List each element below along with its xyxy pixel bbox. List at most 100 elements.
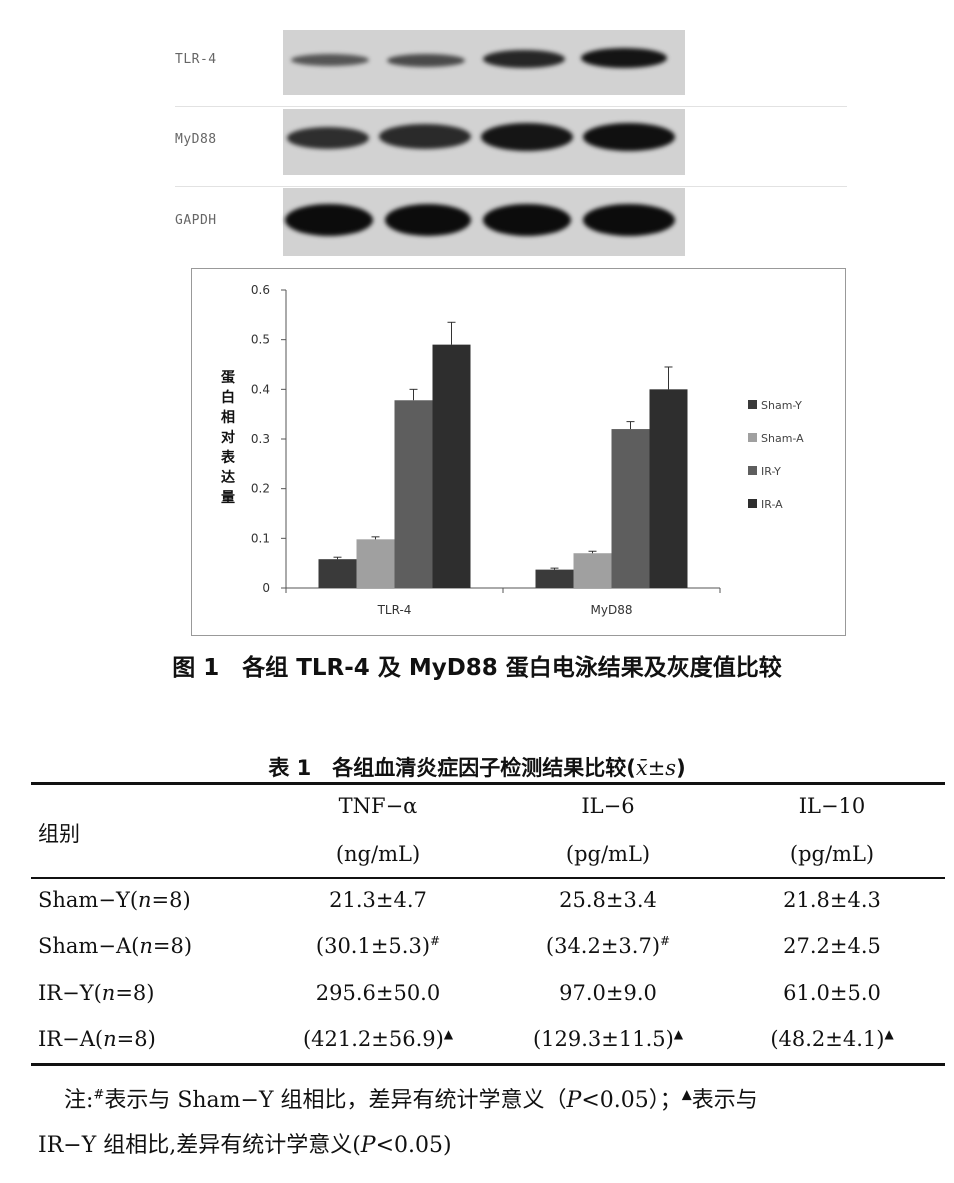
note-triangle-mark: ▲ (681, 1087, 692, 1103)
bar-ir-y (394, 400, 433, 588)
group-n-value: 8 (170, 934, 184, 958)
group-name: IR−Y (38, 981, 94, 1005)
blot-strip-gapdh (283, 188, 685, 256)
cell-value-text: 25.8±3.4 (559, 888, 657, 912)
table-cell-value: (421.2±56.9)▲ (258, 1027, 498, 1051)
blot-band (481, 123, 573, 151)
significance-mark: # (430, 934, 441, 948)
legend-label: Sham-Y (761, 399, 802, 412)
table-title-text: 表 1 各组血清炎症因子检测结果比较( (268, 756, 636, 780)
blot-divider (175, 186, 847, 187)
y-tick-label: 0.4 (251, 382, 270, 396)
bar-chart: 0 0.1 0.2 0.3 0.4 0.5 0.6 TLR-4 MyD88 Sham-Y Sham-… (251, 283, 804, 617)
legend-swatch (748, 499, 757, 508)
column-header-tnf: TNF−α (338, 794, 418, 818)
table-cell-group: Sham−A(n=8) (38, 934, 192, 958)
bar-ir-a (649, 389, 688, 588)
group-eq: = (116, 1027, 135, 1051)
bar-sham-a (356, 539, 395, 588)
legend-swatch (748, 400, 757, 409)
table-note-line2: IR−Y 组相比,差异有统计学意义(P<0.05) (38, 1127, 452, 1159)
bar-ir-a (432, 344, 471, 588)
group-n-value: 8 (132, 981, 147, 1005)
blot-band (483, 204, 571, 236)
table-cell-value: 21.8±4.3 (712, 888, 952, 912)
column-header-il6: IL−6 (581, 794, 635, 818)
note-text: 表示与 Sham−Y 组相比，差异有统计学意义（ (104, 1088, 567, 1113)
cell-value-text: (48.2±4.1) (770, 1027, 885, 1051)
table-title: 表 1 各组血清炎症因子检测结果比较(x̄±s) (0, 752, 954, 782)
blot-band (285, 204, 373, 236)
group-paren: ( (129, 888, 139, 912)
y-tick-label: 0.3 (251, 432, 270, 446)
blot-strip-tlr4 (283, 30, 685, 95)
blot-label-gapdh: GAPDH (175, 213, 217, 228)
blot-band (583, 204, 675, 236)
column-header-il10: IL−10 (798, 794, 866, 818)
note-text: <0.05）； (581, 1088, 682, 1113)
cell-value-text: (421.2±56.9) (302, 1027, 444, 1051)
x-tick-label: TLR-4 (377, 603, 412, 617)
legend-label: IR-A (761, 498, 783, 511)
y-tick-label: 0.5 (251, 333, 270, 347)
group-n-symbol: n (103, 1027, 117, 1051)
group-eq: = (152, 934, 171, 958)
blot-band (483, 50, 565, 68)
bar-chart-frame (191, 268, 846, 636)
table-header-rule (31, 877, 945, 879)
cell-value-text: 97.0±9.0 (559, 981, 657, 1005)
table-top-rule (31, 782, 945, 785)
cell-value-text: (34.2±3.7) (545, 934, 661, 958)
blot-label-myd88: MyD88 (175, 132, 217, 147)
cell-value-text: 295.6±50.0 (315, 981, 441, 1005)
bar-ir-y (611, 429, 650, 588)
blot-band (583, 123, 675, 151)
group-name: Sham−Y (38, 888, 130, 912)
blot-band (379, 124, 471, 149)
table-title-s: s (665, 756, 677, 780)
group-paren: ( (94, 1027, 104, 1051)
significance-mark: ▲ (443, 1027, 454, 1041)
table-title-xbar: x̄ (635, 756, 648, 780)
group-name: IR−A (38, 1027, 95, 1051)
table-cell-value: 97.0±9.0 (488, 981, 728, 1005)
table-cell-value: (34.2±3.7)# (488, 934, 728, 958)
blot-label-tlr4: TLR-4 (175, 52, 217, 67)
table-cell-value: (48.2±4.1)▲ (712, 1027, 952, 1051)
group-paren: ) (147, 1027, 156, 1051)
blot-band (287, 127, 369, 149)
table-cell-value: (129.3±11.5)▲ (488, 1027, 728, 1051)
cell-value-text: 27.2±4.5 (783, 934, 881, 958)
column-unit-il10: (pg/mL) (789, 842, 875, 866)
table-cell-group: Sham−Y(n=8) (38, 888, 191, 912)
table-bottom-rule (31, 1063, 945, 1066)
y-axis-title: 蛋白相对表达量 (221, 370, 235, 506)
group-name: Sham−A (38, 934, 132, 958)
note-text: 表示与 (691, 1088, 758, 1113)
cell-value-text: 21.3±4.7 (329, 888, 427, 912)
blot-band (387, 54, 465, 67)
table-cell-value: (30.1±5.3)# (258, 934, 498, 958)
group-n-symbol: n (101, 981, 116, 1005)
group-paren: ) (146, 981, 155, 1005)
table-header-group: 组别 (38, 822, 80, 846)
cell-value-text: (30.1±5.3) (315, 934, 431, 958)
note-text: <0.05) (375, 1133, 452, 1158)
table-cell-value: 21.3±4.7 (258, 888, 498, 912)
note-p: P (566, 1088, 582, 1113)
y-tick-label: 0.1 (251, 531, 270, 545)
note-prefix: 注: (64, 1088, 94, 1113)
bar-sham-a (573, 553, 612, 588)
group-n-symbol: n (139, 934, 153, 958)
note-hash-mark: # (93, 1087, 105, 1103)
y-tick-label: 0.2 (251, 482, 270, 496)
bar-sham-y (535, 569, 574, 588)
cell-value-text: (129.3±11.5) (532, 1027, 674, 1051)
note-p: P (360, 1133, 376, 1158)
group-n-symbol: n (138, 888, 152, 912)
column-unit-il6: (pg/mL) (565, 842, 651, 866)
table-cell-value: 25.8±3.4 (488, 888, 728, 912)
group-eq: = (151, 888, 170, 912)
column-unit-tnf: (ng/mL) (335, 842, 421, 866)
blot-strip-myd88 (283, 109, 685, 175)
